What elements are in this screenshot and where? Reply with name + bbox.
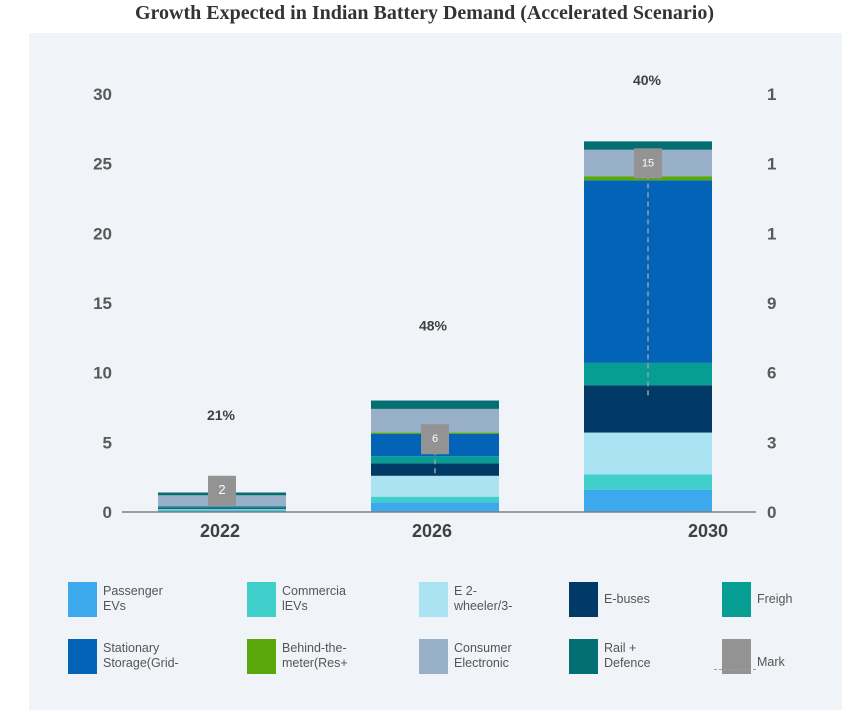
left-axis-tick: 10	[93, 364, 112, 383]
bar-segment	[584, 489, 712, 512]
mark-label: 2	[218, 482, 225, 497]
legend-item: Rail + Defence	[569, 639, 719, 675]
legend-swatch	[722, 582, 751, 617]
legend-label: Commercia lEVs	[282, 584, 346, 613]
legend-swatch	[68, 582, 97, 617]
growth-label: 21%	[207, 407, 236, 423]
mark-box	[634, 148, 662, 179]
legend-swatch	[722, 639, 751, 674]
left-axis-tick: 15	[93, 294, 112, 313]
legend-swatch	[569, 582, 598, 617]
mark-label: 6	[432, 433, 438, 445]
left-axis-tick: 0	[103, 503, 112, 522]
right-axis-tick: 6	[767, 364, 776, 383]
legend-item: E 2- wheeler/3-	[419, 582, 569, 618]
right-axis-tick: 1	[767, 224, 776, 243]
legend-swatch	[419, 582, 448, 617]
legend-label: Mark	[757, 655, 785, 669]
bar-segment	[158, 507, 286, 509]
bar-segment	[371, 502, 499, 512]
legend-label: Rail + Defence	[604, 641, 651, 670]
legend-mark-dash	[714, 669, 756, 670]
legend-swatch	[569, 639, 598, 674]
legend-swatch	[247, 639, 276, 674]
bar-segment	[584, 180, 712, 363]
bar-segment	[371, 496, 499, 503]
legend-item: Commercia lEVs	[247, 582, 397, 618]
bar-segment	[584, 141, 712, 150]
legend-label: Stationary Storage(Grid-	[103, 641, 179, 670]
bar-segment	[584, 432, 712, 475]
bar-segment	[158, 508, 286, 510]
bar-segment	[158, 509, 286, 510]
legend-swatch	[419, 639, 448, 674]
mark-label: 15	[642, 157, 654, 169]
left-axis-tick: 25	[93, 155, 112, 174]
bar-segment	[371, 400, 499, 409]
legend-item: Mark	[714, 639, 849, 675]
legend-label: Passenger EVs	[103, 584, 163, 613]
right-axis-tick: 9	[767, 294, 776, 313]
right-axis-tick: 3	[767, 433, 776, 452]
mark-box	[208, 475, 236, 506]
left-axis-tick: 5	[103, 433, 112, 452]
chart-panel: 0 5 10 15 20 25 30 0 3 6 9 1 1 1 2022 2026 2030 21% 48% 40%…	[29, 33, 842, 710]
category-label: 2026	[412, 521, 452, 541]
chart-title: Growth Expected in Indian Battery Demand…	[134, 2, 714, 24]
right-axis-tick: 0	[767, 503, 776, 522]
right-axis-tick: 1	[767, 155, 776, 174]
legend-swatch	[247, 582, 276, 617]
growth-label: 48%	[419, 318, 448, 334]
legend-item: Passenger EVs	[68, 582, 218, 618]
legend-item: Freigh	[722, 582, 849, 618]
bar-segment	[371, 475, 499, 497]
legend-label: Freigh	[757, 592, 793, 606]
legend-swatch	[68, 639, 97, 674]
legend-label: E-buses	[604, 592, 650, 606]
bar-segment	[371, 408, 499, 433]
legend-label: E 2- wheeler/3-	[454, 584, 513, 613]
category-label: 2022	[200, 521, 240, 541]
growth-label: 40%	[633, 72, 662, 88]
right-axis-tick: 1	[767, 85, 776, 104]
bar-segment	[584, 474, 712, 490]
legend-item: E-buses	[569, 582, 719, 618]
legend-item: Stationary Storage(Grid-	[68, 639, 218, 675]
legend-item: Consumer Electronic	[419, 639, 569, 675]
category-label: 2030	[688, 521, 728, 541]
bar-segment	[158, 509, 286, 511]
bar-segment	[158, 506, 286, 508]
legend-label: Behind-the- meter(Res+	[282, 641, 348, 670]
mark-box	[421, 424, 449, 455]
left-axis-tick: 20	[93, 224, 112, 243]
legend-label: Consumer Electronic	[454, 641, 512, 670]
left-axis-tick: 30	[93, 85, 112, 104]
legend-item: Behind-the- meter(Res+	[247, 639, 397, 675]
chart-svg: 0 5 10 15 20 25 30 0 3 6 9 1 1 1 2022 2026 2030 21% 48% 40%…	[93, 72, 776, 541]
